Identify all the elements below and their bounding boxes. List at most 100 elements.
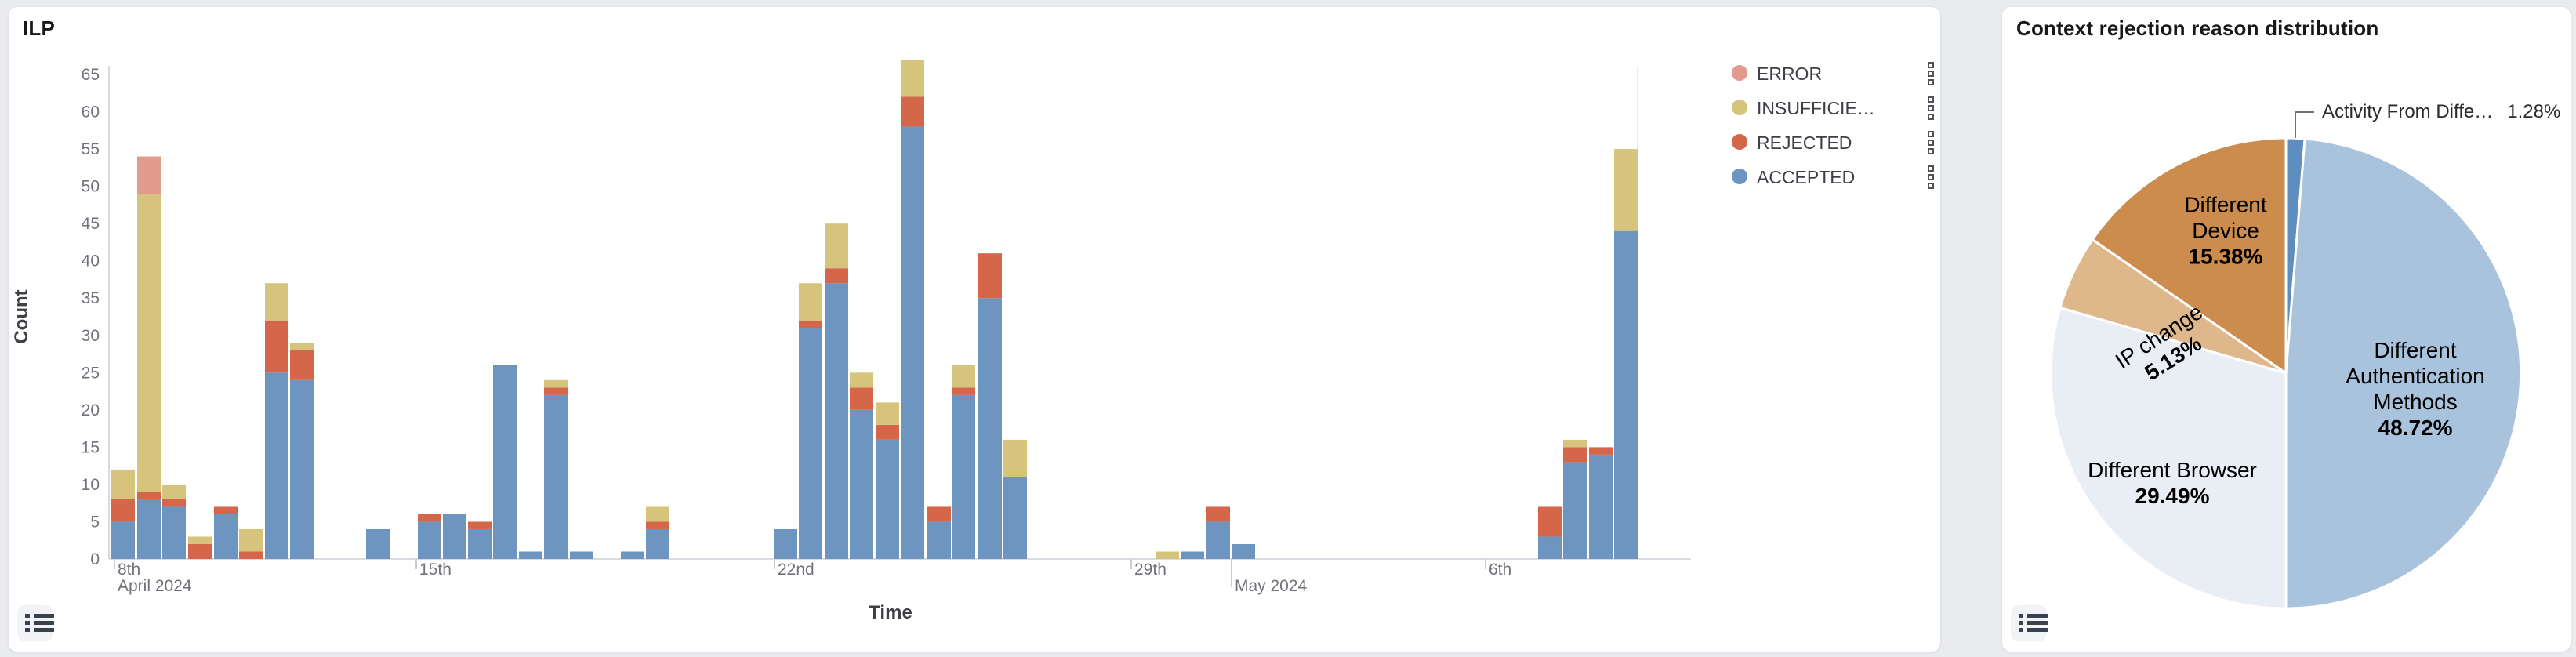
y-tick-label: 60	[82, 103, 100, 122]
bar-segment-a[interactable]	[443, 514, 466, 559]
bar-segment-a[interactable]	[1232, 543, 1255, 559]
legend-item-rejected[interactable]: REJECTED	[1732, 131, 1936, 154]
bar-segment-a[interactable]	[1563, 462, 1587, 559]
bar-segment-a[interactable]	[927, 521, 951, 559]
bar-segment-a[interactable]	[493, 365, 517, 559]
bar-segment-a[interactable]	[825, 283, 848, 559]
bar-segment-r[interactable]	[111, 499, 135, 522]
bar-segment-i[interactable]	[544, 379, 568, 388]
bar-segment-a[interactable]	[366, 528, 390, 559]
y-tick-label: 55	[82, 140, 100, 158]
bar-segment-a[interactable]	[137, 499, 161, 559]
drag-handle-icon[interactable]	[1928, 165, 1936, 191]
bar-segment-a[interactable]	[214, 514, 238, 559]
bar-segment-r[interactable]	[239, 551, 263, 559]
data-table-toggle-button[interactable]	[2011, 605, 2048, 641]
bar-segment-a[interactable]	[1206, 521, 1230, 559]
bar-segment-a[interactable]	[290, 379, 314, 559]
bar-segment-r[interactable]	[978, 253, 1002, 299]
bar-segment-i[interactable]	[265, 283, 288, 321]
bar-segment-r[interactable]	[1589, 447, 1613, 455]
bar-segment-a[interactable]	[544, 394, 568, 559]
bar-segment-r[interactable]	[290, 350, 314, 380]
bar-segment-r[interactable]	[265, 320, 288, 373]
bar-segment-i[interactable]	[137, 194, 161, 492]
drag-handle-icon[interactable]	[1928, 131, 1936, 157]
drag-handle-icon[interactable]	[1928, 96, 1936, 122]
bar-segment-r[interactable]	[214, 506, 238, 514]
pie-slice-different-authentication-methods[interactable]	[2284, 137, 2523, 610]
bar-segment-a[interactable]	[1538, 536, 1562, 559]
bar-segment-r[interactable]	[544, 387, 568, 395]
bar-segment-a[interactable]	[901, 126, 924, 560]
bar-segment-a[interactable]	[570, 551, 593, 559]
legend-label: REJECTED	[1757, 132, 1852, 153]
x-tick-label: 6th	[1489, 561, 1511, 579]
bar-segment-a[interactable]	[876, 439, 899, 559]
bar-segment-e[interactable]	[137, 156, 161, 194]
bar-segment-a[interactable]	[799, 328, 822, 559]
bar-segment-a[interactable]	[646, 528, 669, 559]
bar-segment-i[interactable]	[825, 223, 848, 269]
bar-segment-a[interactable]	[265, 372, 288, 559]
bar-segment-r[interactable]	[1538, 506, 1562, 537]
bar-segment-a[interactable]	[418, 521, 441, 559]
bar-segment-i[interactable]	[162, 484, 186, 499]
bar-segment-i[interactable]	[646, 506, 669, 522]
bar-segment-i[interactable]	[1003, 439, 1027, 477]
pie-slice-different-browser[interactable]	[2049, 307, 2288, 610]
bar-segment-r[interactable]	[825, 268, 848, 284]
bar-segment-i[interactable]	[1614, 149, 1638, 231]
bar-segment-i[interactable]	[799, 283, 822, 321]
bar-segment-i[interactable]	[239, 528, 263, 552]
bar-segment-a[interactable]	[1181, 551, 1204, 559]
bar-segment-i[interactable]	[952, 365, 975, 388]
bar-segment-r[interactable]	[901, 96, 924, 127]
legend-item-accepted[interactable]: ACCEPTED	[1732, 165, 1936, 189]
bar-segment-a[interactable]	[850, 409, 873, 559]
bar-segment-r[interactable]	[468, 521, 492, 529]
legend-item-insufficie[interactable]: INSUFFICIE…	[1732, 96, 1936, 120]
bar-segment-i[interactable]	[901, 59, 924, 97]
bar-segment-a[interactable]	[1614, 230, 1638, 559]
bar-segment-i[interactable]	[850, 372, 873, 388]
bar-segment-i[interactable]	[188, 536, 212, 544]
bar-segment-i[interactable]	[290, 343, 314, 350]
bar-segment-a[interactable]	[519, 551, 542, 559]
bar-segment-r[interactable]	[137, 492, 161, 499]
bar-segment-r[interactable]	[1206, 506, 1230, 522]
bar-segment-i[interactable]	[111, 469, 135, 499]
bar-segment-r[interactable]	[952, 387, 975, 395]
bar-segment-r[interactable]	[876, 424, 899, 440]
bar-segment-a[interactable]	[774, 528, 797, 559]
bar-segment-a[interactable]	[978, 298, 1002, 559]
bar-segment-a[interactable]	[952, 394, 975, 559]
bar-segment-i[interactable]	[1563, 439, 1587, 448]
bar-segment-r[interactable]	[646, 521, 669, 529]
bar-segment-a[interactable]	[621, 551, 644, 559]
legend-color-dot	[1732, 100, 1747, 115]
rejection-reason-pie-chart[interactable]	[2002, 7, 2571, 652]
data-table-toggle-button[interactable]	[17, 605, 54, 641]
bar-segment-a[interactable]	[1589, 454, 1613, 559]
bar-segment-i[interactable]	[1156, 551, 1179, 559]
bar-segment-r[interactable]	[1563, 447, 1587, 463]
pie-callout-activity-from-different: Activity From Diffe… 1.28%	[2322, 101, 2561, 122]
bar-segment-r[interactable]	[927, 506, 951, 522]
bar-segment-r[interactable]	[188, 543, 212, 559]
pie-slice-different-device[interactable]	[2091, 136, 2288, 375]
bar-segment-r[interactable]	[418, 514, 441, 522]
callout-leader-line	[2295, 111, 2314, 138]
bar-segment-r[interactable]	[850, 387, 873, 410]
legend-item-error[interactable]: ERROR	[1732, 62, 1936, 85]
bar-segment-r[interactable]	[162, 499, 186, 507]
x-tick-label: 29th	[1134, 561, 1166, 579]
bar-segment-a[interactable]	[468, 528, 492, 559]
bar-segment-a[interactable]	[1003, 477, 1027, 559]
bar-segment-i[interactable]	[876, 402, 899, 425]
bar-segment-a[interactable]	[111, 521, 135, 559]
bar-segment-a[interactable]	[162, 506, 186, 559]
bar-segment-r[interactable]	[799, 320, 822, 328]
drag-handle-icon[interactable]	[1928, 62, 1936, 88]
